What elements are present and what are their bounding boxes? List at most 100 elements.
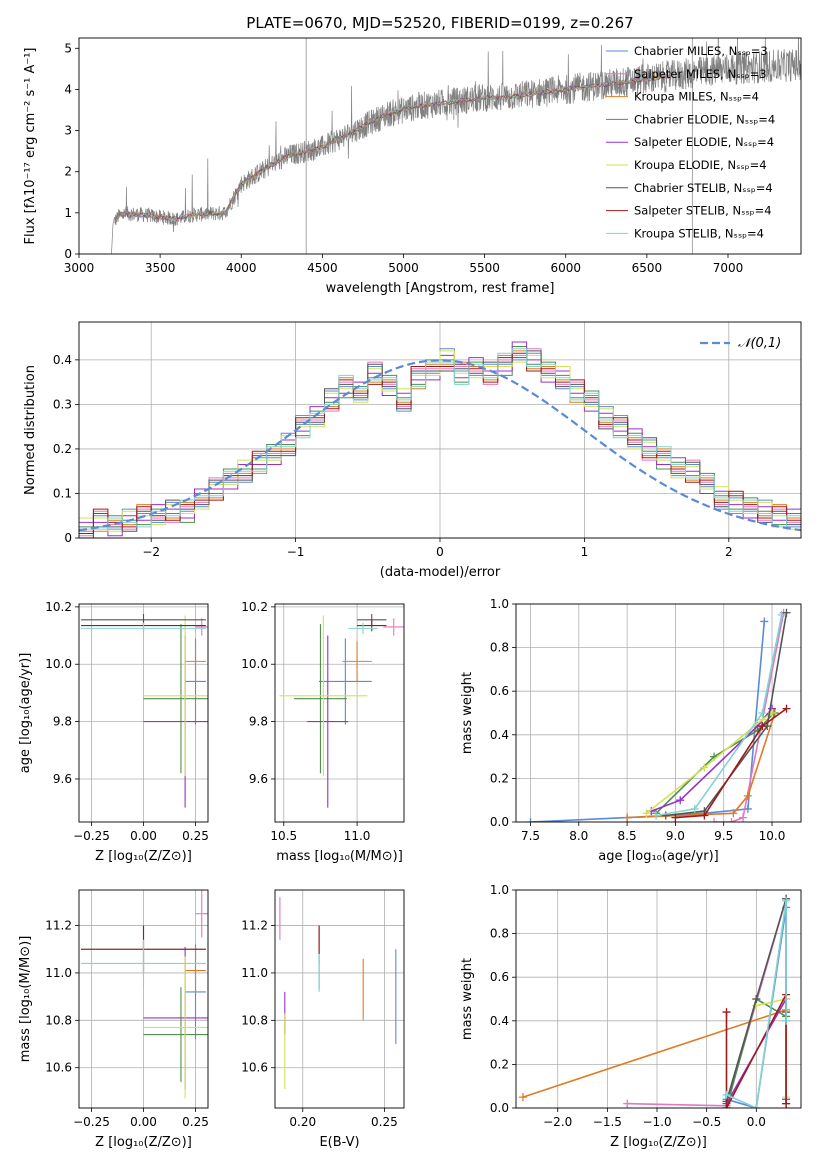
x-tick-label: −0.25 — [73, 829, 110, 843]
y-axis-label: Normed distribution — [23, 365, 38, 495]
legend-label: Salpeter ELODIE, Nₛₛₚ=4 — [634, 135, 774, 149]
legend-label: Chabrier MILES, Nₛₛₚ=3 — [634, 44, 768, 58]
plot-area — [79, 341, 801, 538]
series-line — [522, 1008, 787, 1104]
x-tick-label: 0 — [436, 545, 444, 559]
y-tick-label: 0.2 — [490, 1057, 509, 1071]
series-point — [518, 1093, 527, 1102]
y-tick-label: 1.0 — [490, 597, 509, 611]
y-tick-label: 3 — [64, 124, 72, 138]
series-point — [752, 995, 761, 1003]
y-tick-label: 9.8 — [249, 715, 268, 729]
y-tick-label: 0.4 — [490, 728, 509, 742]
panel-age-vs-mass: 10.5 11.0 9.6 9.8 10.0 10.2 mass [log₁₀(M/M⊙)] — [241, 600, 405, 864]
y-tick-label: 11.2 — [45, 919, 72, 933]
y-tick-label: 0.3 — [53, 397, 72, 411]
series-point — [671, 813, 680, 822]
series-point — [758, 722, 767, 731]
y-tick-label: 0.6 — [490, 970, 509, 984]
x-tick-label: 0.00 — [130, 829, 157, 843]
model-spectrum-line — [114, 73, 672, 221]
y-tick-label: 10.6 — [241, 1061, 268, 1075]
y-tick-label: 9.6 — [249, 772, 268, 786]
y-tick-label: 0 — [64, 247, 72, 261]
x-tick-label: 10.5 — [270, 829, 297, 843]
series-line — [725, 994, 787, 1108]
y-axis-label: Flux [fλ10⁻¹⁷ erg cm⁻² s⁻¹ A⁻¹] — [23, 48, 38, 245]
x-tick-label: 3500 — [145, 261, 176, 275]
series-line — [665, 612, 788, 817]
errorbar-point — [279, 615, 368, 777]
errorbar-point — [195, 890, 208, 938]
x-tick-label: 3000 — [64, 261, 95, 275]
legend-label: 𝒩(0,1) — [738, 336, 781, 351]
y-tick-label: 0.4 — [53, 353, 72, 367]
panel-spectrum: 3000 3500 4000 4500 5000 5500 6000 6500 7000 0 1 2 3… — [23, 37, 802, 296]
panel-mass-weight-vs-age: 7.5 8.0 8.5 9.0 9.5 10.0 0.0 0.2 0.4 0.6 0.8 1.0 age… — [460, 597, 802, 864]
x-tick-label: −1.0 — [642, 1115, 671, 1129]
series-point — [526, 818, 535, 822]
x-axis-label: wavelength [Angstrom, rest frame] — [326, 281, 555, 296]
y-tick-label: 0.0 — [490, 815, 509, 829]
errorbar-point — [294, 624, 347, 774]
errorbar-point — [348, 622, 378, 635]
legend-label: Salpeter STELIB, Nₛₛₚ=4 — [634, 204, 772, 218]
errorbar-point — [357, 619, 387, 632]
series-point — [722, 1104, 731, 1108]
series-point — [752, 1104, 761, 1108]
x-tick-label: 5500 — [469, 261, 500, 275]
x-tick-label: 10.0 — [759, 829, 786, 843]
series-point — [722, 1090, 731, 1099]
legend-label: Kroupa MILES, Nₛₛₚ=4 — [634, 90, 759, 104]
axes-frame — [78, 603, 209, 823]
x-tick-label: 1 — [581, 545, 589, 559]
series-line — [627, 712, 776, 819]
series-point — [782, 608, 791, 617]
series-point — [729, 809, 738, 818]
legend-label: Chabrier STELIB, Nₛₛₚ=4 — [634, 181, 773, 195]
x-tick-label: 9.0 — [666, 829, 685, 843]
y-axis-label: mass weight — [460, 672, 475, 754]
y-tick-label: 0 — [64, 531, 72, 545]
x-tick-label: 0.25 — [182, 1115, 209, 1129]
x-tick-label: 4000 — [226, 261, 257, 275]
figure-title: PLATE=0670, MJD=52520, FIBERID=0199, z=0… — [246, 14, 633, 32]
errorbar-point — [383, 618, 404, 636]
errorbar-point — [318, 638, 372, 725]
x-axis-label: Z [log₁₀(Z/Z⊙)] — [95, 849, 192, 864]
y-tick-label: 5 — [64, 41, 72, 55]
x-tick-label: 8.0 — [569, 829, 588, 843]
x-axis-label: Z [log₁₀(Z/Z⊙)] — [95, 1135, 192, 1150]
x-tick-label: 11.0 — [344, 829, 371, 843]
axes-frame — [515, 889, 802, 1109]
legend-label: Kroupa ELODIE, Nₛₛₚ=4 — [634, 158, 767, 172]
x-tick-label: 2 — [725, 545, 733, 559]
axes-frame — [274, 889, 405, 1109]
series-point — [623, 813, 632, 822]
gridlines — [79, 890, 208, 1108]
y-tick-label: 2 — [64, 165, 72, 179]
errorbar-point — [195, 618, 208, 636]
x-tick-label: 0.25 — [371, 1115, 398, 1129]
series-point — [727, 818, 736, 822]
series-point — [782, 896, 791, 905]
y-tick-label: 0.6 — [490, 684, 509, 698]
x-axis-label: E(B-V) — [319, 1135, 359, 1150]
panel-residual-histogram: −2 −1 0 1 2 0 0.1 0.2 0.3 0.4 (data-model)/error No… — [23, 321, 802, 580]
x-tick-label: 6500 — [632, 261, 663, 275]
series-point — [710, 818, 719, 822]
y-tick-label: 0.4 — [490, 1014, 509, 1028]
legend-label: Chabrier ELODIE, Nₛₛₚ=4 — [634, 112, 775, 126]
series-point — [782, 1016, 791, 1025]
x-tick-label: 8.5 — [618, 829, 637, 843]
axes-frame — [274, 603, 405, 823]
series-point — [743, 791, 752, 800]
gridlines — [79, 604, 208, 822]
errorbar-point — [307, 635, 349, 808]
x-tick-label: 0.20 — [289, 1115, 316, 1129]
x-axis-label: Z [log₁₀(Z/Z⊙)] — [610, 1135, 707, 1150]
axes-frame — [78, 889, 209, 1109]
y-tick-label: 11.0 — [241, 966, 268, 980]
y-tick-label: 11.0 — [45, 966, 72, 980]
